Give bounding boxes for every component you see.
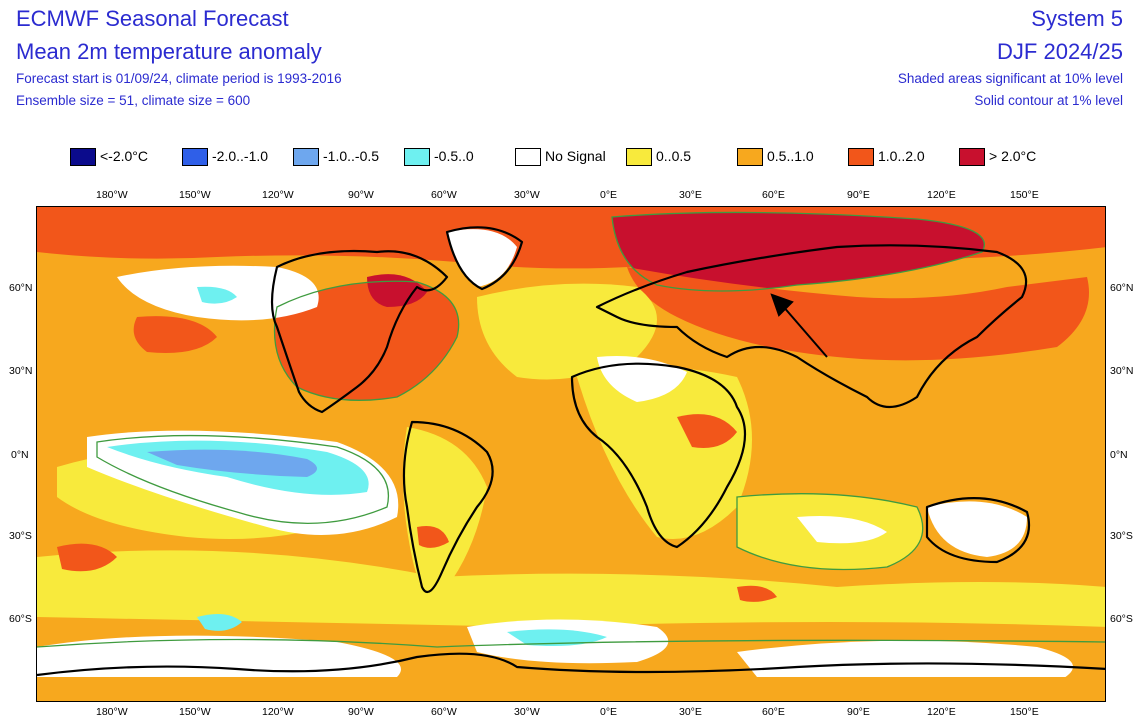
lon-label-top: 120°E <box>927 189 956 201</box>
lat-label-left: 30°N <box>9 365 33 377</box>
legend-swatch <box>70 148 96 166</box>
sahara-no-signal <box>597 356 687 402</box>
forecast-info: Forecast start is 01/09/24, climate peri… <box>16 71 342 86</box>
africa-warm-patch <box>677 414 737 448</box>
legend-swatch <box>182 148 208 166</box>
legend-label: -2.0..-1.0 <box>212 148 269 164</box>
period-label: DJF 2024/25 <box>997 39 1123 64</box>
legend-swatch <box>404 148 430 166</box>
north-america-warm <box>274 281 459 401</box>
south-america-mild <box>403 427 487 593</box>
africa-mild <box>577 367 752 539</box>
southern-ocean-mild <box>37 550 1105 627</box>
lon-label-bottom: 120°W <box>262 706 294 718</box>
significance-contours <box>37 211 1105 648</box>
lat-label-right: 60°N <box>1110 282 1134 294</box>
lon-label-bottom: 0°E <box>600 706 618 718</box>
map-title: ECMWF Seasonal Forecast <box>16 6 289 31</box>
antarctic-no-signal-east <box>737 640 1073 684</box>
anomaly-map <box>36 206 1106 702</box>
legend-label: 1.0..2.0 <box>878 148 925 164</box>
lon-label-top: 90°W <box>348 189 374 201</box>
legend-swatch <box>515 148 541 166</box>
lon-label-bottom: 150°E <box>1010 706 1039 718</box>
lon-label-bottom: 60°E <box>762 706 785 718</box>
lon-label-top: 60°E <box>762 189 785 201</box>
south-atlantic-warm-patch <box>417 526 449 548</box>
legend-swatch <box>626 148 652 166</box>
lon-label-top: 0°E <box>600 189 618 201</box>
lon-label-top: 30°W <box>514 189 540 201</box>
legend-label: 0.5..1.0 <box>767 148 814 164</box>
annotation-arrow <box>770 293 828 358</box>
legend-swatch <box>959 148 985 166</box>
lat-label-left: 60°S <box>9 613 32 625</box>
lon-label-top: 120°W <box>262 189 294 201</box>
australia-no-signal <box>927 501 1027 557</box>
lat-label-right: 30°S <box>1110 530 1133 542</box>
lon-label-bottom: 150°W <box>179 706 211 718</box>
antarctica-warm-strip <box>37 677 1105 701</box>
lat-label-right: 0°N <box>1110 449 1128 461</box>
legend-swatch <box>737 148 763 166</box>
alaska-cool-patch <box>197 286 237 304</box>
ensemble-info: Ensemble size = 51, climate size = 600 <box>16 93 251 108</box>
lat-label-left: 60°N <box>9 282 33 294</box>
legend-label: 0..0.5 <box>656 148 692 164</box>
legend-label: > 2.0°C <box>989 148 1037 164</box>
southern-ocean-cool <box>507 629 607 646</box>
system-label: System 5 <box>1031 6 1123 31</box>
map-subtitle: Mean 2m temperature anomaly <box>16 39 322 64</box>
legend-swatch <box>293 148 319 166</box>
lon-label-bottom: 60°W <box>431 706 457 718</box>
lat-label-right: 60°S <box>1110 613 1133 625</box>
legend-label: -0.5..0 <box>434 148 474 164</box>
lat-label-left: 0°N <box>11 449 29 461</box>
lon-label-bottom: 90°W <box>348 706 374 718</box>
lon-label-bottom: 30°W <box>514 706 540 718</box>
indian-ocean-warm-patch <box>737 585 777 602</box>
significance-10-note: Shaded areas significant at 10% level <box>897 71 1123 86</box>
coastlines <box>37 226 1105 677</box>
lat-label-left: 30°S <box>9 530 32 542</box>
southern-indian-no-signal <box>797 516 887 544</box>
significance-1-note: Solid contour at 1% level <box>974 93 1123 108</box>
lon-label-bottom: 90°E <box>847 706 870 718</box>
north-atlantic-mild <box>477 283 657 380</box>
lon-label-top: 150°E <box>1010 189 1039 201</box>
legend-swatch <box>848 148 874 166</box>
lon-label-top: 30°E <box>679 189 702 201</box>
lon-label-top: 90°E <box>847 189 870 201</box>
lon-label-bottom: 120°E <box>927 706 956 718</box>
legend-label: No Signal <box>545 148 606 164</box>
legend-label: <-2.0°C <box>100 148 149 164</box>
legend-label: -1.0..-0.5 <box>323 148 380 164</box>
north-pacific-warm <box>133 316 217 353</box>
lon-label-top: 150°W <box>179 189 211 201</box>
lon-label-top: 60°W <box>431 189 457 201</box>
lat-label-right: 30°N <box>1110 365 1134 377</box>
lon-label-bottom: 180°W <box>96 706 128 718</box>
south-pacific-warm-patch <box>57 543 117 572</box>
equatorial-pacific-cooler <box>147 449 317 477</box>
lon-label-top: 180°W <box>96 189 128 201</box>
lon-label-bottom: 30°E <box>679 706 702 718</box>
ross-sea-cool <box>197 613 242 631</box>
